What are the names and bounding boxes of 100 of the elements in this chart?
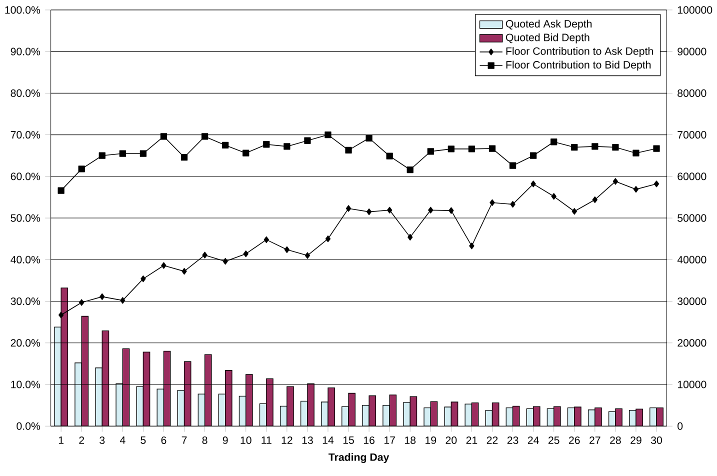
legend-label: Quoted Bid Depth (506, 33, 590, 44)
y-tick-label: 30.0% (10, 298, 40, 306)
point (490, 199, 495, 206)
point (201, 133, 208, 140)
point (284, 143, 290, 150)
point (98, 152, 106, 159)
x-tick-label: 18 (405, 436, 416, 444)
point (509, 162, 516, 169)
y2-tick-label: 50000 (678, 214, 706, 222)
point (612, 178, 618, 185)
point (120, 297, 126, 304)
point (242, 150, 250, 156)
legend-label: Floor Contribution to Ask Depth (506, 47, 653, 58)
point (263, 141, 270, 148)
point (79, 299, 84, 306)
point (612, 144, 619, 151)
point (530, 180, 536, 188)
x-tick-label: 5 (140, 436, 146, 444)
point (653, 145, 660, 152)
x-tick-label: 11 (262, 436, 272, 444)
point (408, 234, 413, 241)
x-tick-label: 14 (322, 436, 334, 444)
x-tick-label: 25 (548, 436, 560, 444)
point (243, 250, 248, 258)
bar (389, 394, 397, 426)
point (264, 236, 269, 244)
y-tick-label: 100.0% (5, 6, 40, 14)
y-tick-label: 20.0% (10, 339, 40, 347)
y2-tick-label: 30000 (678, 298, 706, 306)
point (572, 208, 577, 215)
y-tick-label: 70.0% (10, 131, 40, 139)
x-tick-label: 6 (161, 436, 166, 444)
point (160, 133, 168, 140)
x-tick-label: 20 (446, 436, 457, 444)
point (488, 145, 496, 152)
point (161, 262, 166, 269)
x-tick-label: 30 (651, 436, 662, 444)
point (448, 207, 454, 214)
y2-tick-label: 40000 (677, 256, 706, 264)
x-tick-label: 27 (590, 436, 600, 444)
point (386, 152, 393, 160)
point (180, 154, 188, 161)
x-tick-label: 2 (79, 436, 84, 444)
point (304, 137, 311, 144)
point (140, 150, 147, 157)
point (571, 144, 578, 151)
x-tick-label: 1 (58, 436, 64, 444)
point (58, 187, 64, 194)
point (324, 132, 332, 138)
x-axis-title: Trading Day (328, 453, 390, 464)
y2-tick-label: 20000 (678, 339, 706, 347)
point (222, 258, 228, 265)
y-tick-label: 90.0% (10, 48, 40, 56)
legend-label: Quoted Ask Depth (506, 20, 592, 30)
point (78, 166, 85, 172)
point (182, 268, 187, 275)
x-tick-label: 21 (466, 436, 478, 444)
x-tick-label: 24 (528, 436, 539, 444)
point (366, 208, 372, 216)
point (633, 186, 639, 193)
point (366, 134, 372, 142)
x-tick-label: 28 (610, 436, 621, 444)
point (469, 242, 474, 250)
y2-tick-label: 70000 (678, 131, 706, 139)
point (551, 193, 556, 200)
y-tick-label: 80.0% (10, 89, 40, 97)
x-tick-label: 22 (486, 436, 498, 444)
point (222, 142, 229, 149)
y2-tick-label: 60000 (678, 172, 706, 180)
point (346, 205, 352, 212)
x-tick-label: 10 (240, 436, 252, 444)
x-tick-label: 26 (569, 436, 580, 444)
x-tick-label: 16 (364, 436, 374, 444)
point (119, 150, 126, 157)
point (428, 206, 434, 214)
point (550, 138, 558, 146)
point (284, 246, 290, 254)
bar (328, 388, 335, 426)
point (345, 146, 352, 154)
point (58, 312, 64, 318)
y2-tick-label: 0 (678, 422, 683, 430)
y-tick-label: 10.0% (11, 380, 40, 388)
x-tick-label: 23 (507, 436, 518, 444)
x-tick-label: 7 (182, 436, 187, 444)
point (140, 276, 146, 282)
x-tick-label: 12 (282, 436, 292, 444)
x-tick-label: 3 (100, 436, 105, 444)
x-tick-label: 19 (426, 436, 436, 444)
point (592, 143, 598, 150)
y-tick-label: 50.0% (10, 214, 40, 222)
point (468, 146, 476, 152)
x-tick-label: 8 (202, 436, 208, 444)
y2-tick-label: 10000 (678, 380, 706, 388)
point (304, 252, 310, 259)
x-tick-label: 9 (222, 436, 228, 444)
y2-tick-label: 80000 (678, 89, 706, 97)
x-tick-label: 13 (302, 436, 313, 444)
point (406, 166, 414, 174)
point (530, 152, 537, 159)
point (448, 146, 455, 152)
